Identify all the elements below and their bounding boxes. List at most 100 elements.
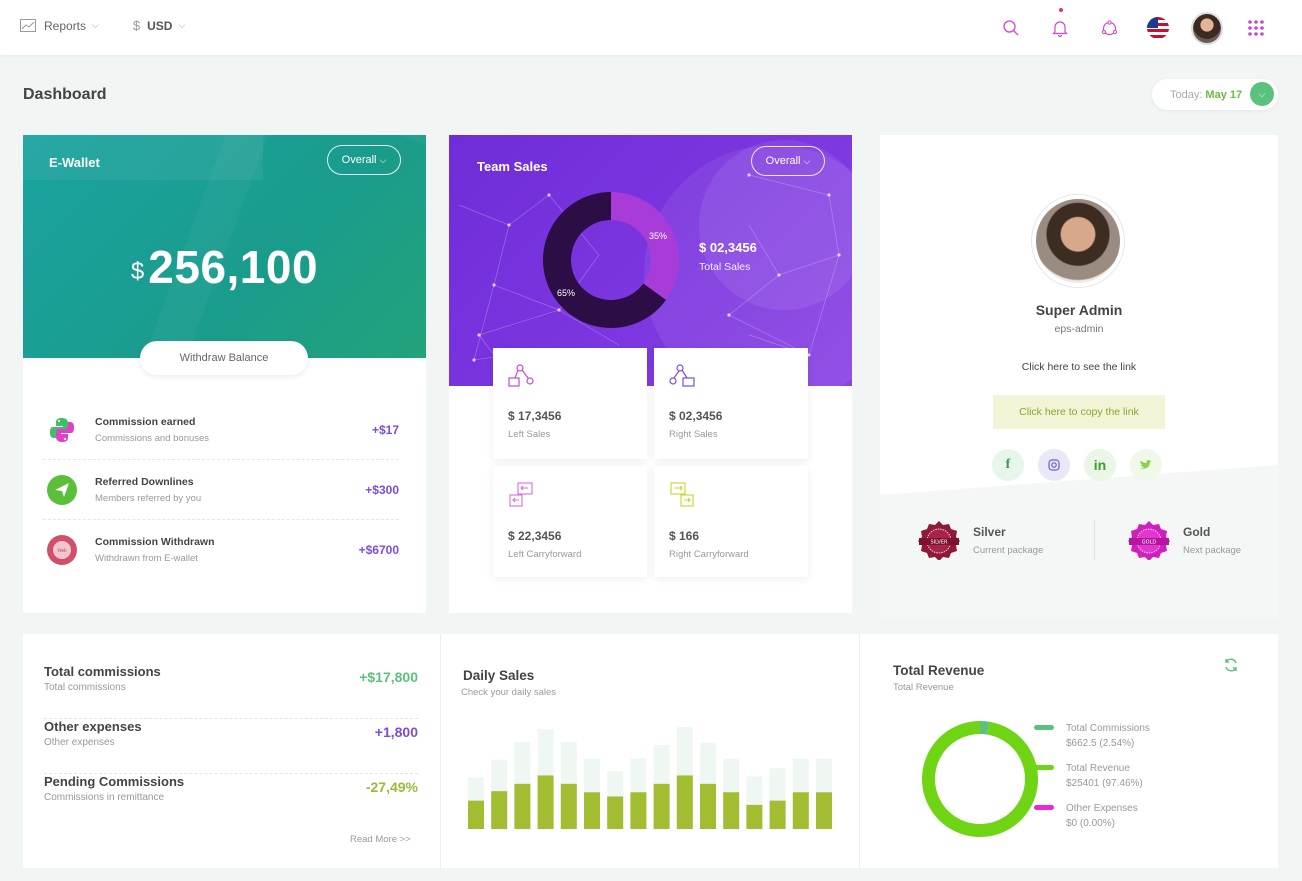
item-value: +$17	[371, 422, 399, 437]
today-value: May 17	[1205, 88, 1243, 101]
top-bar-right	[978, 8, 1272, 45]
list-item[interactable]: Commission earned Commissions and bonuse…	[43, 400, 399, 460]
package-name: Silver	[973, 524, 1006, 539]
ewallet-card: E-Wallet Overall ⌵ $256,100 Withdraw Bal…	[23, 135, 426, 613]
today-label: Today:	[1170, 88, 1203, 101]
box-value: $ 166	[669, 529, 700, 543]
date-selector[interactable]: Today: May 17 ⌵	[1152, 79, 1278, 110]
overall-label: Overall	[341, 154, 377, 166]
team-sales-header: Team Sales Overall ⌵ 35% 65% $ 02,3456 T…	[449, 135, 852, 386]
slice-total-revenue	[922, 721, 1038, 837]
bell-icon	[1052, 20, 1068, 37]
daily-sales-bar-chart	[468, 727, 832, 829]
item-title: Commission earned	[95, 415, 196, 428]
dollar-icon: $	[132, 18, 141, 33]
notification-dot	[1059, 8, 1063, 12]
left-sales-box[interactable]: $ 17,3456 Left Sales	[493, 348, 647, 459]
instagram-icon[interactable]	[1038, 449, 1070, 481]
top-bar: Reports ⌵ $ USD ⌵	[0, 0, 1302, 55]
bar	[723, 792, 740, 829]
daily-sales-subtitle: Check your daily sales	[461, 687, 557, 698]
chevron-down-icon[interactable]: ⌵	[1250, 82, 1274, 106]
user-menu-button[interactable]	[1191, 11, 1223, 45]
left-sales-icon	[508, 364, 534, 387]
currency-dropdown[interactable]: $ USD ⌵	[133, 18, 185, 33]
refresh-icon[interactable]	[1223, 657, 1239, 673]
apps-button[interactable]	[1240, 12, 1272, 44]
bar	[468, 800, 484, 829]
legend-swatch	[1034, 725, 1054, 730]
row-subtitle: Total commissions	[44, 682, 126, 693]
page-title: Dashboard	[23, 86, 107, 103]
total-sales: $ 02,3456 Total Sales	[699, 240, 757, 273]
bar	[560, 783, 577, 829]
team-sales-donut-chart	[543, 192, 679, 328]
bar	[584, 792, 600, 829]
bar	[769, 800, 786, 829]
package-subtitle: Next package	[1183, 544, 1242, 556]
total-sales-value: $ 02,3456	[699, 240, 757, 255]
total-revenue-title: Total Revenue	[893, 663, 985, 678]
item-subtitle: Commissions and bonuses	[95, 432, 210, 444]
item-subtitle: Members referred by you	[95, 492, 202, 504]
copy-link-button[interactable]: Click here to copy the link	[993, 395, 1165, 429]
refresh-circle-icon	[1101, 19, 1117, 35]
legend-swatch	[1034, 805, 1054, 810]
read-more-link[interactable]: Read More >>	[350, 834, 411, 845]
balance-value: 256,100	[148, 241, 319, 293]
chart-icon	[20, 19, 36, 32]
ewallet-overall-button[interactable]: Overall ⌵	[327, 145, 401, 175]
donut-label-left: 65%	[557, 288, 576, 298]
facebook-icon[interactable]: f	[992, 449, 1024, 481]
slice-right	[611, 192, 679, 300]
right-carry-icon	[670, 482, 694, 507]
bar	[514, 783, 531, 829]
legend-value: $25401 (97.46%)	[1066, 778, 1143, 789]
twitter-icon[interactable]	[1130, 449, 1162, 481]
reports-dropdown[interactable]: Reports ⌵	[20, 19, 99, 33]
package-name: Gold	[1183, 524, 1211, 539]
bar	[676, 775, 693, 829]
package-subtitle: Current package	[973, 544, 1044, 556]
gold-badge-icon: GOLD	[1128, 521, 1170, 560]
daily-sales-title: Daily Sales	[463, 668, 535, 683]
list-item[interactable]: Referred Downlines Members referred by y…	[43, 460, 399, 520]
item-title: Referred Downlines	[95, 475, 194, 488]
chevron-down-icon: ⌵	[803, 155, 811, 166]
left-carry-icon	[509, 482, 533, 507]
left-carryforward-box[interactable]: $ 22,3456 Left Carryforward	[493, 466, 647, 577]
withdraw-balance-button[interactable]: Withdraw Balance	[140, 341, 308, 375]
search-button[interactable]	[995, 12, 1027, 44]
right-sales-icon	[669, 364, 695, 387]
badge-text: SILVER	[931, 540, 948, 546]
total-revenue-donut-chart	[922, 721, 1038, 837]
support-button[interactable]	[1093, 12, 1125, 44]
bar	[537, 775, 554, 829]
ewallet-balance: $256,100	[23, 240, 426, 294]
right-carryforward-box[interactable]: $ 166 Right Carryforward	[654, 466, 808, 577]
current-package: SILVER Silver Current package	[913, 520, 1043, 560]
item-value: +$300	[365, 482, 399, 497]
legend-item: Total Revenue $25401 (97.46%)	[1034, 761, 1143, 791]
list-item[interactable]: Web Commission Withdrawn Withdrawn from …	[43, 520, 399, 580]
slice-left	[543, 192, 667, 328]
bar	[700, 783, 716, 829]
legend-item: Other Expenses $0 (0.00%)	[1034, 801, 1138, 831]
referral-link[interactable]: Click here to see the link	[1021, 361, 1137, 373]
package-divider	[1094, 520, 1095, 560]
avatar	[1191, 11, 1223, 45]
svg-text:Web: Web	[57, 549, 67, 554]
profile-avatar[interactable]	[1032, 195, 1124, 287]
box-value: $ 17,3456	[508, 409, 562, 423]
row-title: Other expenses	[44, 719, 142, 734]
notifications-button[interactable]	[1044, 8, 1076, 44]
language-button[interactable]	[1142, 12, 1174, 44]
linkedin-icon[interactable]: in	[1084, 449, 1116, 481]
team-sales-overall-button[interactable]: Overall ⌵	[751, 146, 825, 176]
right-sales-box[interactable]: $ 02,3456 Right Sales	[654, 348, 808, 459]
silver-badge-icon: SILVER	[918, 521, 960, 560]
box-label: Right Sales	[669, 429, 718, 440]
row-value: +$17,800	[359, 669, 418, 685]
commission-row: Other expenses Other expenses +1,800	[44, 719, 418, 774]
row-subtitle: Other expenses	[44, 737, 115, 748]
